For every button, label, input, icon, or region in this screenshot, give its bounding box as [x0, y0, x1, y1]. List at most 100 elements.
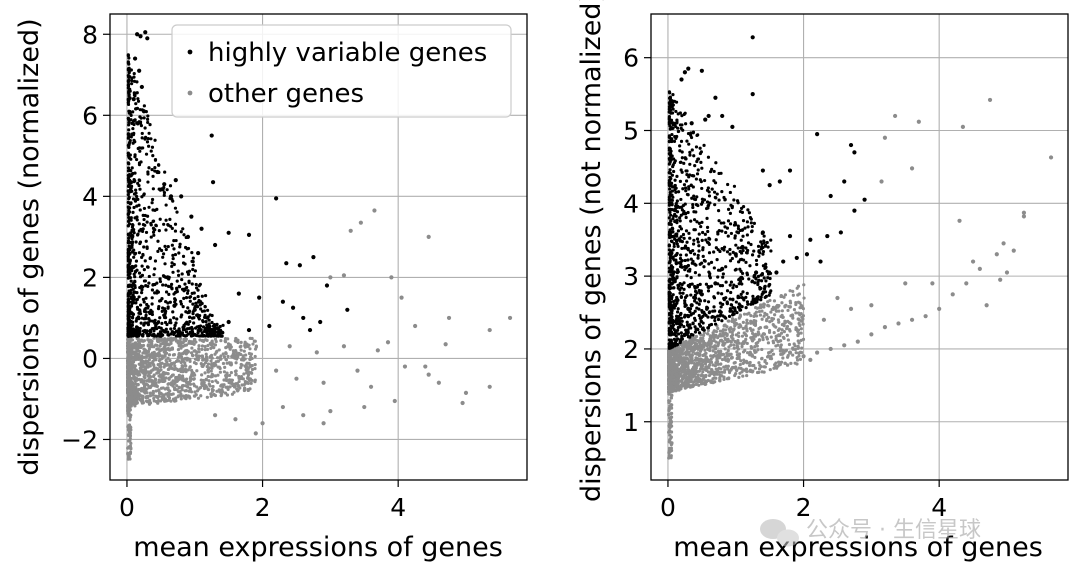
point-cloud-highly-variable — [181, 227, 185, 231]
point-cloud-other — [732, 343, 736, 347]
point-cloud-highly-variable — [131, 126, 135, 131]
point-cloud-other — [762, 305, 766, 309]
point-cloud-other — [199, 394, 203, 398]
point-cloud-other — [714, 333, 718, 338]
point-cloud-highly-variable — [161, 188, 165, 192]
point-cloud-highly-variable — [669, 213, 673, 217]
point-highly-variable-gene — [216, 332, 221, 337]
point-cloud-other — [776, 343, 780, 347]
point-cloud-other — [716, 362, 720, 366]
point-cloud-other — [225, 361, 229, 365]
point-cloud-other — [148, 391, 153, 395]
point-cloud-highly-variable — [688, 310, 692, 314]
point-highly-variable-gene — [290, 305, 296, 310]
point-other-gene — [372, 208, 377, 213]
point-cloud-other — [774, 325, 778, 329]
point-cloud-other — [254, 344, 258, 348]
point-cloud-other — [723, 355, 727, 359]
point-cloud-other — [216, 373, 220, 377]
point-highly-variable-gene — [297, 263, 302, 268]
point-cloud-other — [180, 374, 185, 378]
point-cloud-other — [765, 361, 769, 366]
point-cloud-other — [747, 361, 752, 365]
point-cloud-highly-variable — [148, 123, 152, 127]
point-cloud-highly-variable — [169, 327, 173, 331]
point-highly-variable-gene — [135, 121, 140, 126]
point-cloud-highly-variable — [172, 247, 176, 251]
point-cloud-other — [184, 397, 188, 401]
point-cloud-highly-variable — [153, 321, 157, 325]
point-cloud-highly-variable — [717, 171, 721, 176]
point-cloud-other — [791, 293, 795, 297]
point-cloud-other — [133, 377, 137, 381]
point-highly-variable-gene — [145, 36, 150, 41]
point-cloud-other — [204, 352, 208, 356]
point-cloud-other — [239, 348, 243, 352]
point-cloud-highly-variable — [708, 237, 712, 241]
point-cloud-other — [723, 368, 727, 372]
point-cloud-highly-variable — [720, 190, 724, 194]
point-cloud-other — [174, 396, 178, 400]
point-cloud-highly-variable — [181, 305, 185, 309]
point-cloud-other — [142, 385, 146, 389]
point-cloud-highly-variable — [713, 318, 717, 323]
point-cloud-other — [223, 340, 228, 344]
point-cloud-other — [680, 384, 684, 388]
point-cloud-highly-variable — [143, 126, 147, 130]
point-cloud-highly-variable — [160, 321, 164, 326]
point-cloud-highly-variable — [672, 241, 676, 246]
point-cloud-highly-variable — [712, 295, 716, 299]
point-cloud-highly-variable — [677, 332, 681, 336]
point-cloud-highly-variable — [685, 173, 689, 177]
point-cloud-highly-variable — [155, 327, 159, 331]
point-cloud-other — [732, 361, 736, 365]
point-cloud-highly-variable — [741, 205, 746, 209]
point-cloud-highly-variable — [684, 189, 688, 193]
point-cloud-highly-variable — [126, 321, 130, 326]
point-cloud-other — [680, 382, 684, 386]
point-cloud-highly-variable — [679, 235, 683, 239]
point-cloud-highly-variable — [676, 229, 681, 233]
point-cloud-highly-variable — [169, 282, 174, 286]
point-cloud-other — [152, 396, 156, 401]
point-cloud-highly-variable — [143, 259, 147, 263]
point-cloud-highly-variable — [688, 236, 692, 240]
point-cloud-highly-variable — [191, 263, 195, 267]
point-cloud-other — [667, 373, 671, 378]
point-cloud-other — [692, 364, 697, 368]
point-cloud-highly-variable — [667, 198, 672, 202]
point-cloud-other — [161, 386, 165, 390]
point-cloud-highly-variable — [127, 162, 131, 166]
point-cloud-highly-variable — [192, 321, 196, 325]
point-cloud-other — [140, 354, 144, 358]
point-other-gene — [321, 380, 326, 385]
point-cloud-highly-variable — [697, 221, 701, 225]
point-cloud-other — [143, 348, 147, 352]
point-cloud-highly-variable — [210, 332, 214, 337]
point-cloud-highly-variable — [193, 269, 197, 273]
point-cloud-highly-variable — [173, 252, 178, 257]
point-cloud-other — [690, 361, 694, 365]
point-cloud-highly-variable — [133, 290, 137, 294]
point-cloud-other — [246, 371, 250, 375]
point-cloud-other — [208, 384, 212, 388]
point-cloud-other — [767, 328, 772, 333]
point-cloud-other — [726, 359, 730, 363]
point-cloud-highly-variable — [140, 131, 144, 136]
point-cloud-other — [711, 377, 715, 381]
point-cloud-highly-variable — [140, 229, 145, 234]
point-cloud-other — [171, 392, 175, 396]
point-cloud-highly-variable — [759, 298, 763, 302]
point-cloud-highly-variable — [158, 247, 162, 251]
point-cloud-other — [760, 334, 764, 338]
point-cloud-other — [766, 300, 770, 304]
point-cloud-other — [224, 351, 228, 355]
point-cloud-other — [135, 397, 140, 401]
point-cloud-other — [203, 384, 208, 388]
point-cloud-other — [752, 349, 757, 353]
point-cloud-other — [129, 441, 133, 445]
legend-label-highly-variable: highly variable genes — [208, 38, 487, 68]
point-cloud-other — [692, 346, 696, 350]
point-highly-variable-gene — [138, 34, 143, 39]
point-cloud-other — [147, 347, 151, 351]
